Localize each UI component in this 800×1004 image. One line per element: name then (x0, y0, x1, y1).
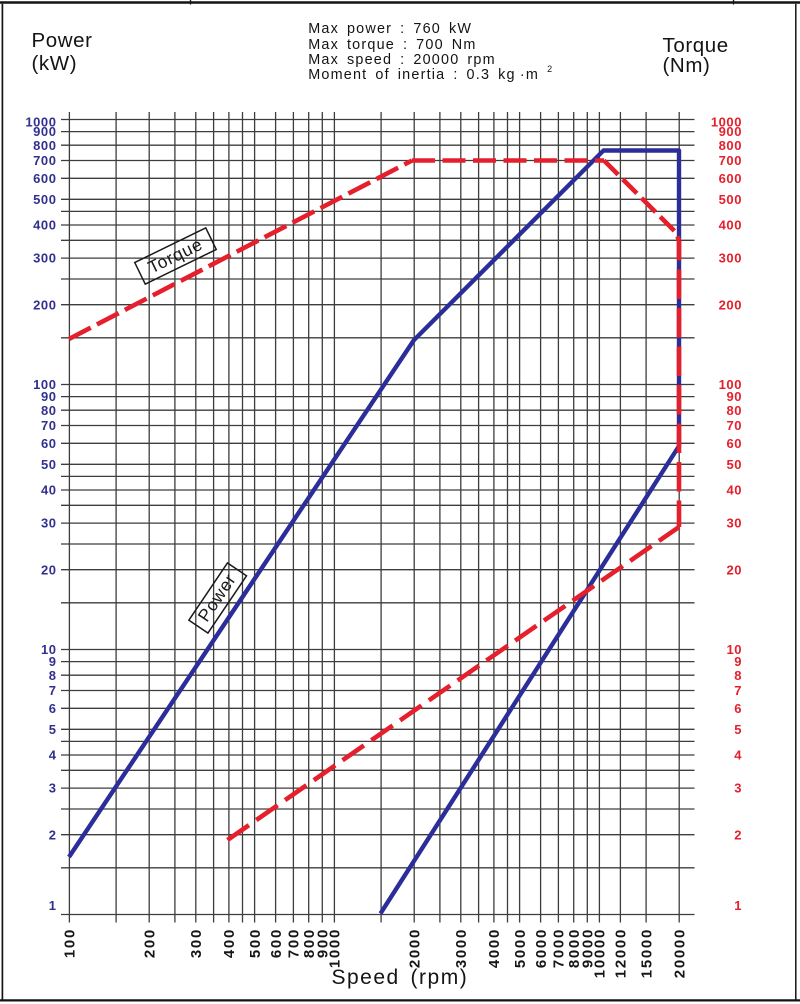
svg-text:400: 400 (221, 928, 238, 958)
svg-text:1000: 1000 (711, 115, 742, 130)
svg-text:300: 300 (33, 251, 56, 266)
svg-text:4: 4 (49, 748, 57, 763)
svg-text:100: 100 (62, 928, 79, 958)
svg-text:300: 300 (719, 251, 742, 266)
svg-text:3000: 3000 (453, 928, 470, 968)
svg-text:6000: 6000 (533, 928, 550, 968)
svg-text:12000: 12000 (613, 928, 630, 978)
svg-text:1000: 1000 (327, 928, 344, 968)
svg-text:40: 40 (726, 483, 742, 498)
svg-text:8: 8 (734, 668, 742, 683)
svg-text:200: 200 (33, 297, 56, 312)
svg-text:900: 900 (315, 928, 332, 958)
svg-text:600: 600 (33, 171, 56, 186)
svg-text:60: 60 (726, 436, 742, 451)
svg-text:90: 90 (726, 389, 742, 404)
svg-text:100: 100 (33, 377, 56, 392)
svg-text:20000: 20000 (671, 928, 688, 978)
svg-text:400: 400 (33, 218, 56, 233)
svg-text:15000: 15000 (638, 928, 655, 978)
svg-text:800: 800 (719, 138, 742, 153)
svg-text:1: 1 (734, 898, 742, 913)
svg-text:10000: 10000 (592, 928, 609, 978)
svg-text:900: 900 (719, 124, 742, 139)
svg-text:5: 5 (734, 722, 742, 737)
svg-text:9: 9 (49, 654, 57, 669)
svg-text:300: 300 (188, 928, 205, 958)
svg-text:700: 700 (719, 153, 742, 168)
svg-text:2: 2 (734, 827, 742, 842)
svg-text:8000: 8000 (566, 928, 583, 968)
svg-text:800: 800 (33, 138, 56, 153)
svg-text:20: 20 (726, 562, 742, 577)
svg-text:500: 500 (719, 192, 742, 207)
svg-text:50: 50 (726, 457, 742, 472)
svg-text:80: 80 (41, 403, 57, 418)
svg-text:6: 6 (734, 701, 742, 716)
svg-text:30: 30 (41, 516, 57, 531)
svg-text:5: 5 (49, 722, 57, 737)
svg-text:200: 200 (141, 928, 158, 958)
svg-text:700: 700 (33, 153, 56, 168)
svg-text:10: 10 (41, 642, 57, 657)
svg-text:80: 80 (726, 403, 742, 418)
svg-text:3: 3 (49, 781, 57, 796)
svg-text:3: 3 (734, 781, 742, 796)
svg-text:Power: Power (194, 570, 241, 626)
svg-text:40: 40 (41, 483, 57, 498)
svg-text:900: 900 (33, 124, 56, 139)
svg-text:70: 70 (41, 418, 57, 433)
svg-text:2000: 2000 (406, 928, 423, 968)
svg-text:60: 60 (41, 436, 57, 451)
svg-text:8: 8 (49, 668, 57, 683)
svg-text:700: 700 (286, 928, 303, 958)
svg-text:500: 500 (33, 192, 56, 207)
svg-text:1000: 1000 (25, 115, 56, 130)
svg-text:2: 2 (49, 827, 57, 842)
svg-text:4000: 4000 (486, 928, 503, 968)
svg-text:90: 90 (41, 389, 57, 404)
svg-text:7: 7 (734, 683, 742, 698)
svg-text:4: 4 (734, 748, 742, 763)
svg-text:7: 7 (49, 683, 57, 698)
svg-text:800: 800 (301, 928, 318, 958)
svg-text:10: 10 (726, 642, 742, 657)
svg-text:70: 70 (726, 418, 742, 433)
svg-text:20: 20 (41, 562, 57, 577)
svg-text:9: 9 (734, 654, 742, 669)
svg-text:5000: 5000 (512, 928, 529, 968)
svg-text:30: 30 (726, 516, 742, 531)
svg-text:400: 400 (719, 218, 742, 233)
svg-text:6: 6 (49, 701, 57, 716)
svg-text:7000: 7000 (551, 928, 568, 968)
svg-text:500: 500 (247, 928, 264, 958)
svg-text:600: 600 (268, 928, 285, 958)
svg-text:100: 100 (719, 377, 742, 392)
svg-text:600: 600 (719, 171, 742, 186)
svg-text:9000: 9000 (580, 928, 597, 968)
svg-text:200: 200 (719, 297, 742, 312)
svg-text:1: 1 (49, 898, 57, 913)
svg-text:50: 50 (41, 457, 57, 472)
